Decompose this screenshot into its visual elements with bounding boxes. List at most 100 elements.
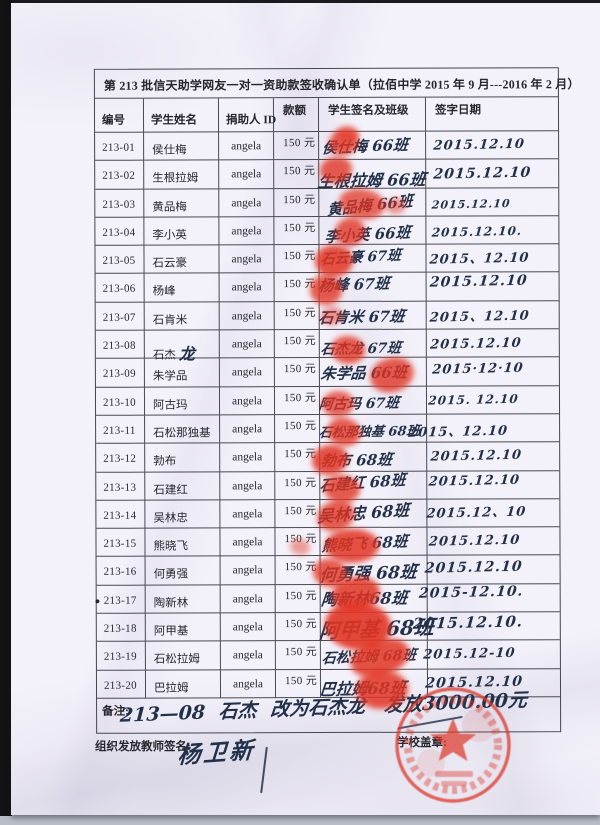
student-name-cell: 石肯米 [144, 302, 220, 331]
student-name-cell: 生根拉姆 [144, 160, 220, 190]
donor-id-cell: angela [219, 358, 275, 388]
amount-cell: 150 元 [275, 471, 321, 501]
sign-date-handwriting: 2015.12.10 [429, 335, 523, 353]
amount-cell: 150 元 [274, 216, 320, 246]
sign-date-cell: 2015.12.10 [427, 470, 560, 500]
sign-date-handwriting: 2015.12.10 [429, 447, 523, 465]
signature-cell: 生根拉姆 66班 [317, 159, 427, 191]
row-number-cell: 213-08 [95, 330, 145, 360]
signature-cell: 李小英 66班 [319, 216, 427, 247]
row-number-cell: 213-19 [96, 641, 146, 671]
signature-cell: 阿古玛 67班 [318, 386, 428, 415]
row-number-cell: 213-09 [95, 359, 145, 388]
donor-id-cell: angela [219, 188, 275, 218]
amount-cell: 150 元 [275, 443, 321, 472]
amount-cell: 150 元 [275, 613, 321, 642]
star-icon [430, 718, 476, 762]
student-signature-handwriting: 石建红 68班 [319, 470, 407, 495]
student-name-cell: 石松拉姆 [145, 641, 221, 671]
student-signature-handwriting: 石松拉姆 68班 [321, 647, 417, 668]
col-header-number: 编号 [94, 98, 145, 133]
row-number-cell: 213-10 [95, 387, 146, 416]
student-name-cell: 熊晓飞 [145, 528, 221, 558]
student-signature-handwriting: 何勇强 68班 [318, 562, 418, 587]
sign-date-cell: 2015.12.10 [424, 555, 560, 585]
amount-cell: 150 元 [275, 556, 321, 585]
amount-cell: 150 元 [274, 188, 320, 218]
amount-cell: 150 元 [275, 641, 321, 670]
student-name-cell: 黄品梅 [144, 188, 220, 218]
sign-date-cell: 2015.12.10. [412, 612, 560, 641]
col-header-signature-class: 学生签名及班级 [318, 97, 427, 133]
student-signature-handwriting: 熊晓飞 68班 [321, 532, 409, 556]
col-header-sign-date: 签字日期 [425, 97, 559, 132]
donor-id-cell: angela [219, 160, 275, 189]
row-number-cell: ● 213-17 [94, 585, 146, 614]
sign-date-handwriting: 2015.12.10 [432, 136, 526, 154]
scan-edge-top [0, 0, 600, 4]
row-number-cell: 213-12 [96, 443, 146, 473]
student-name-cell: 石云豪 [144, 245, 220, 275]
row-number-cell: 213-11 [96, 415, 146, 445]
student-signature-handwriting: 吴林忠 68班 [317, 500, 410, 527]
student-signature-handwriting: 朱学品 66班 [319, 363, 408, 384]
signature-cell: 石云豪 67班 [319, 244, 427, 274]
row-number-cell: 213-02 [95, 160, 145, 190]
student-name-cell: 侯仕梅 [144, 132, 220, 161]
sign-date-cell: 2015·12·10 [426, 357, 559, 387]
sign-date-cell: 2015.12-10 [423, 640, 560, 670]
confirmation-table: 第 213 批信天助学网友一对一资助款签收确认单（拉佰中学 2015 年 9 月… [93, 67, 580, 734]
donor-id-cell: angela [219, 301, 275, 331]
student-name-cell: 勃布 [145, 443, 221, 473]
row-marker-dot: ● [94, 595, 101, 606]
sign-date-cell: 2015.12.10 [427, 442, 560, 472]
signature-cell: 侯仕梅 66班 [319, 131, 427, 161]
donor-id-cell: angela [219, 273, 275, 303]
sign-date-cell: 2015.12.10 [426, 131, 559, 160]
student-name-cell: 石杰龙 [144, 330, 220, 364]
signature-cell: 朱学品 66班 [320, 358, 427, 387]
col-header-student-name: 学生姓名 [143, 98, 220, 133]
row-number-cell: 213-14 [96, 500, 146, 529]
student-signature-handwriting: 黄品梅 66班 [327, 191, 413, 219]
signature-cell: 黄品梅 66班 [319, 188, 427, 219]
amount-cell: 150 元 [274, 160, 320, 189]
student-name-cell: 阿古玛 [144, 387, 221, 416]
row-number-cell: 213-18 [96, 613, 146, 643]
sign-date-cell: 2015、12.10 [426, 300, 559, 330]
teacher-signature: 杨卫新 [176, 736, 257, 770]
signature-cell: 石建红 68班 [319, 470, 428, 500]
sign-date-handwriting: 2015.12.10. [412, 612, 524, 633]
donor-id-cell: angela [220, 669, 277, 699]
sign-date-cell: 2015-12.10. [418, 583, 560, 613]
amount-cell: 150 元 [274, 245, 320, 274]
student-signature-handwriting: 李小英 66班 [324, 223, 412, 247]
donor-id-cell: angela [220, 584, 276, 614]
amount-cell: 150 元 [275, 584, 321, 614]
amount-cell: 150 元 [275, 499, 321, 529]
sign-date-handwriting: 2015.12-10 [422, 646, 517, 664]
signature-cell: 石肯米 67班 [318, 301, 427, 331]
amount-cell: 150 元 [275, 414, 321, 444]
signature-pen-stroke [260, 747, 268, 793]
col-header-donor-id: 捐助人 ID [218, 98, 276, 133]
school-seal-stamp [395, 687, 511, 803]
sign-date-cell: 2015.12.10 [426, 329, 559, 359]
donor-id-cell: angela [220, 528, 276, 557]
col-header-amount: 款额 [273, 98, 320, 133]
teacher-sign-label: 组织发放教师签名: [95, 741, 191, 753]
amount-cell: 150 元 [274, 273, 320, 302]
signature-cell: 陶新林68班 [320, 584, 428, 614]
signature-cell: 石杰龙 67班 [319, 329, 427, 359]
sign-date-handwriting: 2015.12.10. [431, 223, 523, 240]
student-signature-handwriting: 石云豪 67班 [320, 247, 402, 269]
row-number-cell: 213-07 [95, 302, 145, 331]
row-number-cell: 213-20 [96, 670, 147, 699]
student-name-cell: 石松那独基 [145, 415, 221, 444]
scan-edge-left [0, 0, 12, 816]
donor-id-cell: angela [220, 556, 276, 586]
student-name-cell: 杨峰 [144, 273, 220, 303]
sign-date-cell: 2015.12.10 [426, 272, 559, 302]
sign-date-handwriting: 2015、12.10 [429, 308, 531, 326]
